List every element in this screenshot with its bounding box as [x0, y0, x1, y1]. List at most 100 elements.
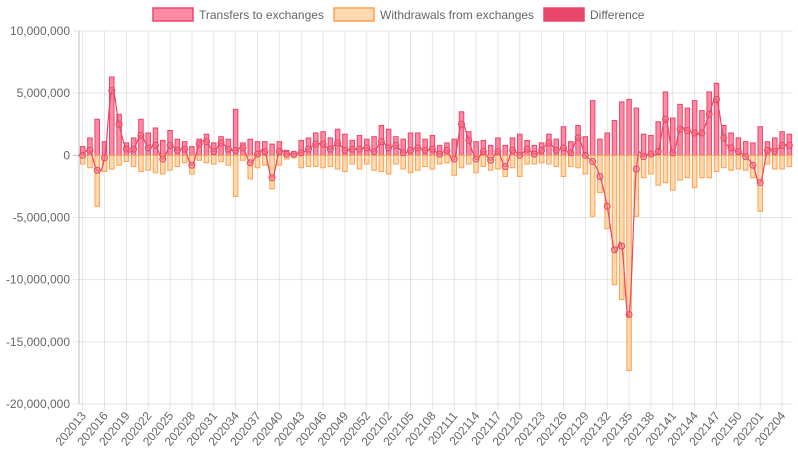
difference-point [698, 129, 706, 137]
difference-point [115, 120, 123, 128]
difference-point [647, 150, 655, 158]
difference-point [348, 145, 356, 153]
difference-point [756, 179, 764, 187]
transfers-bar [458, 111, 465, 156]
withdrawals-bar [436, 154, 443, 165]
difference-point [283, 150, 291, 158]
withdrawals-bar [181, 154, 188, 164]
difference-point [742, 153, 750, 161]
difference-point [137, 131, 145, 139]
grid [73, 30, 793, 410]
difference-point [421, 146, 429, 154]
withdrawals-bar [677, 154, 683, 181]
difference-point [443, 146, 451, 154]
difference-point [385, 144, 393, 152]
difference-point [86, 146, 94, 154]
difference-point [450, 155, 458, 163]
difference-point [472, 155, 480, 163]
difference-point [232, 146, 240, 154]
difference-point [713, 95, 720, 103]
transfers-bar [640, 133, 647, 156]
difference-point [494, 148, 502, 156]
transfers-bar [189, 146, 195, 156]
difference-point [275, 148, 283, 156]
withdrawals-bar [240, 154, 246, 161]
legend: Transfers to exchanges Withdrawals from … [152, 7, 645, 22]
difference-point [101, 154, 108, 162]
transfers-bar [116, 113, 122, 156]
difference-point [188, 161, 196, 169]
legend-label-withdrawals: Withdrawals from exchanges [380, 8, 534, 22]
difference-point [785, 141, 793, 149]
difference-point [654, 148, 662, 156]
y-tick-label: -15,000,000 [6, 335, 70, 349]
difference-line-path [82, 89, 790, 318]
transfers-bar [597, 138, 603, 156]
withdrawals-bar [167, 154, 173, 171]
withdrawals-bar [458, 154, 465, 169]
difference-point [108, 87, 116, 95]
withdrawals-bar [553, 154, 559, 168]
withdrawals-bar [531, 154, 538, 165]
difference-point [392, 141, 400, 149]
legend-swatch-transfers [152, 7, 194, 22]
transfers-bar [713, 82, 720, 156]
difference-point [181, 145, 189, 153]
difference-point [764, 146, 771, 154]
difference-point [545, 139, 553, 147]
withdrawals-bar [254, 154, 261, 169]
difference-point [195, 140, 203, 148]
withdrawals-bar [87, 154, 93, 169]
difference-point [705, 110, 713, 118]
withdrawals-bar [786, 154, 793, 168]
difference-point [407, 146, 414, 154]
difference-point [720, 134, 728, 142]
withdrawals-bar [495, 154, 501, 170]
difference-point [210, 148, 218, 156]
legend-swatch-difference [543, 7, 585, 22]
withdrawals-bar [509, 154, 516, 169]
difference-point [603, 202, 611, 210]
transfers-bar [160, 139, 166, 156]
y-axis: 10,000,000 5,000,000 0 -5,000,000 -10,000,00… [6, 24, 70, 411]
transfers-bar [604, 132, 610, 156]
difference-point [356, 145, 363, 153]
difference-point [93, 166, 101, 174]
difference-point [727, 144, 735, 152]
legend-item-difference[interactable]: Difference [543, 7, 645, 22]
transfers-bar [757, 126, 763, 156]
legend-item-withdrawals[interactable]: Withdrawals from exchanges [333, 7, 534, 22]
withdrawals-bar [152, 154, 159, 174]
transfers-bar [269, 143, 275, 156]
legend-item-transfers[interactable]: Transfers to exchanges [152, 7, 324, 22]
difference-point [487, 156, 495, 164]
withdrawals-bar [589, 154, 596, 217]
difference-point [224, 145, 232, 153]
transfers-bar [152, 127, 159, 156]
y-tick-label: -5,000,000 [13, 211, 71, 225]
difference-point [538, 146, 546, 154]
difference-point [509, 146, 516, 154]
withdrawals-bar [713, 154, 720, 172]
withdrawals-bar [232, 154, 239, 197]
difference-point [501, 163, 509, 171]
withdrawals-bar [728, 154, 734, 171]
difference-point [130, 145, 138, 153]
withdrawals-bar [298, 154, 304, 169]
transfers-bar [706, 91, 712, 156]
withdrawals-bar [415, 154, 421, 171]
withdrawals-bar [385, 154, 392, 175]
transfers-bar [619, 101, 625, 156]
withdrawals-bar [371, 154, 377, 171]
withdrawals-bar [364, 154, 370, 165]
difference-point [552, 146, 560, 154]
withdrawals-bar [626, 154, 632, 371]
difference-point [691, 129, 699, 137]
withdrawals-bar [94, 154, 100, 207]
difference-point [479, 148, 487, 156]
withdrawals-bar [772, 154, 778, 170]
difference-point [640, 153, 648, 161]
withdrawals-bar [480, 154, 487, 168]
difference-point [662, 115, 669, 123]
